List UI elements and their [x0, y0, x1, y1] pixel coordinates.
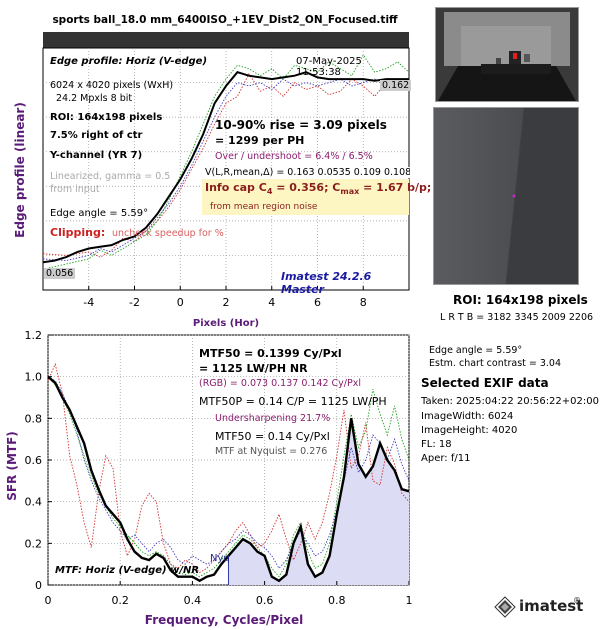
side-roi: ROI: 164x198 pixels	[453, 293, 588, 307]
edge-linearized-1: Linearized, gamma = 0.5	[50, 171, 171, 182]
clipping-note: uncheck speedup for %	[112, 228, 224, 239]
mtf50-secondary: MTF50 = 0.14 Cy/Pxl	[215, 430, 330, 443]
mtf-ylabel: SFR (MTF)	[5, 431, 19, 501]
edge-roi: ROI: 164x198 pixels	[50, 112, 163, 123]
mtf-ytick-label: 1.2	[25, 329, 43, 342]
edge-series-line-0	[42, 71, 409, 264]
imatest-logo-icon	[494, 596, 516, 618]
edge-angle: Edge angle = 5.59°	[50, 208, 149, 219]
exif-title: Selected EXIF data	[421, 376, 549, 390]
edge-mpxls: 24.2 Mpxls 8 bit	[56, 93, 133, 104]
info-cap-value: = 0.356; C	[272, 181, 341, 194]
mtf-series-line-3	[47, 376, 410, 570]
undersharp-text: Undersharpening 21.7%	[215, 413, 331, 424]
clipping-label: Clipping:	[50, 226, 106, 239]
mtf-ytick-label: 1.0	[25, 371, 43, 384]
cmax-value: = 1.67 b/p;	[359, 181, 432, 194]
rise-text: 10-90% rise = 3.09 pixels	[215, 118, 387, 132]
edge-date: 07-May-2025 11:53:38	[296, 56, 362, 78]
mtf-footer: MTF: Horiz (V-edge) w/NR	[55, 565, 200, 576]
edge-xtick-label: -2	[129, 296, 140, 309]
edge-channel: Y-channel (YR 7)	[50, 150, 143, 161]
cmax-sub: max	[340, 187, 360, 197]
mtf-series-line-1	[47, 362, 410, 574]
mtf-beyond-nyquist-area	[228, 418, 409, 585]
mtf-ytick-label: 0.2	[25, 537, 43, 550]
edge-title: Edge profile: Horiz (V-edge)	[50, 56, 208, 67]
mtf-xtick-label: 0.4	[184, 594, 202, 607]
side-contrast: Estm. chart contrast = 3.04	[429, 358, 562, 369]
mtf-annotations: MTF50 = 0.1399 Cy/Pxl = 1125 LW/PH NR (R…	[48, 335, 409, 585]
mtf-series-line-0	[47, 375, 410, 583]
edge-xtick-label: 6	[314, 296, 321, 309]
full-image-thumbnail	[435, 7, 579, 102]
nyquist-text: MTF at Nyquist = 0.276	[215, 446, 328, 457]
roi-center-marker	[512, 194, 516, 198]
imatest-version: Imatest 24.2.6 Master	[281, 270, 372, 296]
mtf-ytick-label: 0.4	[25, 496, 43, 509]
edge-annotations: Edge profile: Horiz (V-edge) 07-May-2025…	[44, 48, 431, 296]
rgb-text: (RGB) = 0.073 0.137 0.142 Cy/Pxl	[199, 378, 361, 389]
edge-left-value: 0.056	[44, 268, 76, 279]
exif-aper: Aper: f/11	[421, 453, 471, 464]
overshoot-text: Over / undershoot = 6.4% / 6.5%	[215, 151, 373, 162]
edge-ylabel: Edge profile (linear)	[13, 102, 27, 238]
imatest-logo: imatest ®	[494, 596, 584, 618]
info-cap-text: Info cap C4 = 0.356; Cmax = 1.67 b/p;	[205, 181, 431, 196]
exif-height: ImageHeight: 4020	[421, 425, 518, 436]
edge-series-line-3	[42, 78, 409, 262]
rise-ph: = 1299 per PH	[215, 134, 305, 147]
edge-xtick-label: -4	[83, 296, 94, 309]
mtf50p-text: MTF50P = 0.14 C/P = 1125 LW/PH	[199, 395, 387, 408]
imatest-logo-text: imatest	[519, 597, 584, 615]
edge-right-value: 0.162	[380, 80, 412, 91]
edge-xtick-label: 2	[223, 296, 230, 309]
mtf-xtick-label: 0.8	[328, 594, 346, 607]
mtf-xtick-label: 0.2	[111, 594, 129, 607]
info-cap-box: Info cap C4 = 0.356; Cmax = 1.67 b/p; fr…	[202, 179, 431, 215]
mtf50-lwph: = 1125 LW/PH NR	[199, 362, 308, 375]
edge-xlabel: Pixels (Hor)	[193, 318, 259, 329]
registered-mark: ®	[573, 596, 581, 605]
exif-fl: FL: 18	[421, 439, 452, 450]
edge-xtick-label: 8	[360, 296, 367, 309]
figure-title: sports ball_18.0 mm_6400ISO_+1EV_Dist2_O…	[52, 14, 398, 26]
mtf-ytick-label: 0.6	[25, 454, 43, 467]
mtf-chart: 0 0.2 0.4 0.6 0.8 1 0 0.2 0.4 0.6 0.8 1.0 1.2 SFR (M…	[5, 329, 413, 627]
edge-xtick-label: 4	[268, 296, 275, 309]
info-cap-sub: 4	[266, 187, 273, 197]
edge-series-line-2	[42, 54, 410, 270]
edge-pixels: 6024 x 4020 pixels (WxH)	[50, 80, 174, 91]
edge-linearized-2: from input	[50, 184, 100, 195]
side-lrtb: L R T B = 3182 3345 2009 2206	[440, 312, 594, 323]
side-edge-angle: Edge angle = 5.59°	[429, 345, 523, 356]
mtf-xtick-label: 0	[45, 594, 52, 607]
mtf-xtick-label: 0.6	[256, 594, 274, 607]
edge-roi-pos: 7.5% right of ctr	[50, 130, 143, 141]
mtf-ytick-label: 0.8	[25, 412, 43, 425]
exif-taken: Taken: 2025:04:22 20:56:22+02:00	[421, 396, 599, 407]
vlr-text: V(L,R,mean,Δ) = 0.163 0.0535 0.109 0.108	[205, 167, 410, 178]
mtf-ytick-label: 0	[35, 579, 42, 592]
noise-text: from mean region noise	[210, 202, 318, 212]
roi-image	[433, 107, 579, 285]
edge-xtick-label: 0	[177, 296, 184, 309]
info-cap-label: Info cap C	[205, 181, 267, 194]
exif-width: ImageWidth: 6024	[421, 411, 514, 422]
mtf50-text: MTF50 = 0.1399 Cy/Pxl	[199, 347, 342, 360]
scene-image	[436, 8, 578, 101]
edge-header-bar	[43, 32, 409, 48]
mtf-xlabel: Frequency, Cycles/Pixel	[145, 613, 303, 627]
mtf-xtick-label: 1	[406, 594, 413, 607]
nyq-label: Nyq	[210, 553, 230, 564]
